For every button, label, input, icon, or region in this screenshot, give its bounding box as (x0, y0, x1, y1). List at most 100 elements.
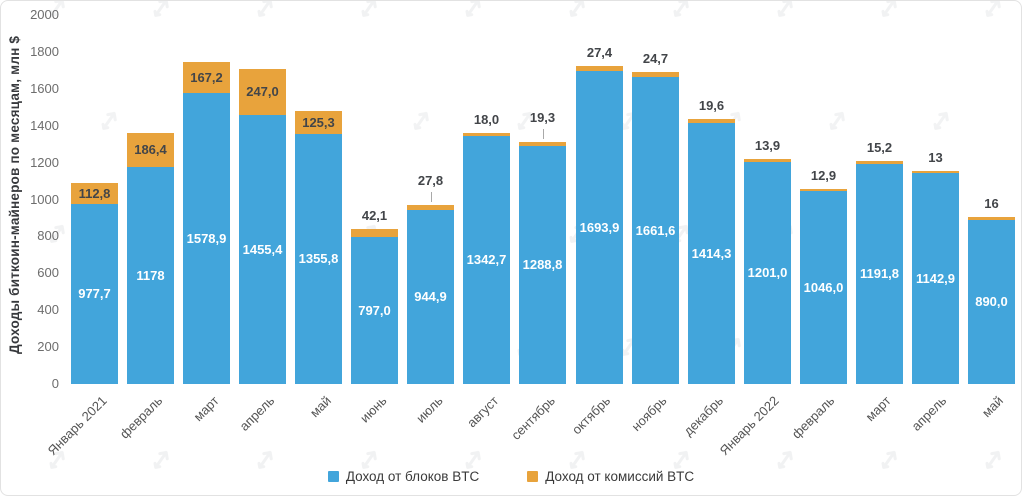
block-segment (127, 167, 174, 384)
fee-segment (463, 133, 510, 136)
block-value-label: 1455,4 (242, 241, 283, 257)
block-value-label: 977,7 (78, 286, 111, 301)
fee-value-label: 125,3 (302, 114, 335, 130)
block-segment (407, 210, 454, 384)
block-value-label: 1661,6 (635, 222, 676, 238)
block-segment (295, 134, 342, 384)
y-tick-label: 200 (37, 339, 59, 355)
bar-group: 1046,0 12,9 (800, 168, 847, 384)
block-value-label: 1342,7 (466, 252, 507, 267)
fee-value-label: 15,2 (866, 140, 893, 155)
fee-value-label: 19,6 (698, 98, 725, 113)
block-segment (239, 115, 286, 384)
block-value-label: 797,0 (358, 302, 391, 318)
fee-value-label: 13 (928, 150, 943, 165)
fee-segment (632, 72, 679, 77)
fee-segment (800, 189, 847, 191)
fee-segment (71, 183, 118, 204)
fee-value-label: 13,9 (754, 138, 781, 153)
block-segment (744, 162, 791, 384)
bar-group: 1455,4 247,0 (239, 69, 286, 384)
bar-group: 797,0 42,1 (351, 208, 398, 384)
block-segment (519, 146, 566, 384)
y-tick-label: 1200 (30, 154, 59, 170)
fee-segment (127, 133, 174, 167)
legend-swatch-fees-icon (527, 471, 539, 482)
legend-item-fees: Доход от комиссий BTC (527, 469, 694, 484)
bar-group: 1142,9 13 (912, 150, 959, 384)
block-segment (968, 220, 1015, 384)
y-tick-label: 800 (37, 228, 59, 244)
block-segment (463, 136, 510, 384)
bar-group: 1342,7 18,0 (463, 112, 510, 384)
fee-value-label: 167,2 (190, 69, 223, 85)
fee-value-label: 24,7 (642, 51, 669, 66)
legend-swatch-blocks-icon (327, 471, 339, 482)
block-segment (856, 164, 903, 384)
y-tick-label: 1400 (30, 117, 59, 133)
fee-value-label: 27,8 (417, 173, 444, 188)
fee-value-label: 18,0 (473, 112, 500, 127)
y-tick-label: 1600 (30, 80, 59, 96)
bar-group: 1578,9 167,2 (183, 62, 230, 384)
fee-segment (239, 69, 286, 115)
label-leader-line (542, 129, 544, 139)
bar-group: 1355,8 125,3 (295, 111, 342, 384)
block-value-label: 890,0 (975, 294, 1008, 309)
block-value-label: 1142,9 (915, 270, 956, 286)
bar-group: 1178 186,4 (127, 133, 174, 384)
bar-group: 1201,0 13,9 (744, 138, 791, 384)
block-segment (71, 204, 118, 384)
block-value-label: 1046,0 (803, 279, 844, 295)
fee-value-label: 247,0 (246, 84, 279, 99)
y-tick-label: 600 (37, 265, 59, 281)
y-tick-label: 400 (37, 302, 59, 318)
block-value-label: 1201,0 (747, 265, 788, 280)
block-segment (912, 173, 959, 384)
fee-segment (295, 111, 342, 134)
bar-group: 1693,9 27,4 (576, 45, 623, 384)
block-segment (351, 237, 398, 384)
fee-value-label: 19,3 (529, 110, 556, 125)
block-segment (183, 93, 230, 384)
fee-value-label: 12,9 (810, 168, 837, 183)
block-value-label: 1288,8 (522, 257, 563, 272)
fee-segment (407, 205, 454, 210)
fee-segment (183, 62, 230, 93)
fee-value-label: 42,1 (361, 208, 388, 223)
block-value-label: 944,9 (414, 289, 447, 304)
fee-value-label: 186,4 (134, 142, 167, 157)
block-value-label: 1578,9 (186, 230, 227, 246)
bar-group: 944,9 27,8 (407, 173, 454, 384)
fee-segment (576, 66, 623, 71)
block-segment (632, 77, 679, 384)
block-segment (800, 191, 847, 384)
fee-value-label: 112,8 (78, 185, 111, 201)
y-tick-label: 1000 (30, 191, 59, 207)
fee-segment (688, 119, 735, 123)
y-tick-label: 0 (51, 376, 59, 391)
block-value-label: 1191,8 (859, 266, 900, 281)
bar-group: 1661,6 24,7 (632, 51, 679, 384)
fee-value-label: 27,4 (586, 45, 613, 60)
bar-group: 1288,8 19,3 (519, 110, 566, 384)
legend-label-blocks: Доход от блоков BTC (345, 469, 480, 484)
legend: Доход от блоков BTC Доход от комиссий BT… (1, 469, 1021, 484)
fee-segment (968, 217, 1015, 220)
fee-segment (856, 161, 903, 164)
block-value-label: 1693,9 (579, 219, 620, 235)
block-value-label: 1355,8 (298, 251, 339, 266)
block-value-label: 1414,3 (691, 245, 732, 261)
y-tick-label: 1800 (30, 43, 59, 59)
legend-label-fees: Доход от комиссий BTC (545, 469, 695, 484)
fee-value-label: 16 (984, 196, 999, 211)
block-value-label: 1178 (136, 267, 165, 283)
block-segment (576, 71, 623, 384)
legend-item-blocks: Доход от блоков BTC (327, 469, 480, 484)
bar-group: 977,7 112,8 (71, 183, 118, 384)
y-tick-label: 2000 (30, 7, 59, 22)
fee-segment (912, 171, 959, 173)
fee-segment (744, 159, 791, 162)
